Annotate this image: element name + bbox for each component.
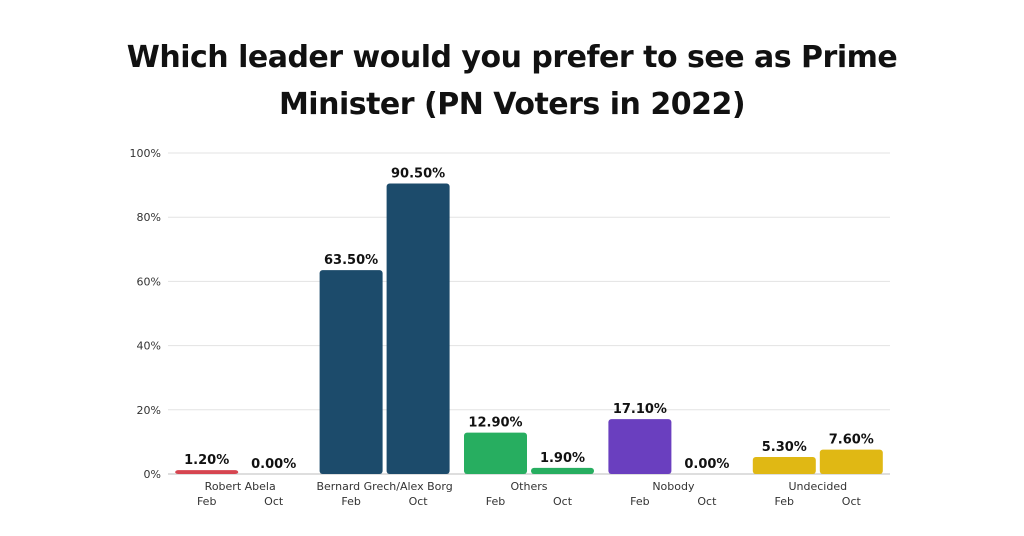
category-label: Nobody bbox=[652, 480, 695, 493]
y-tick-label: 0% bbox=[144, 468, 161, 481]
y-tick-label: 100% bbox=[130, 147, 161, 160]
data-label: 63.50% bbox=[324, 253, 378, 268]
category-label: Undecided bbox=[788, 480, 847, 493]
data-label: 17.10% bbox=[613, 402, 667, 417]
chart-title-line-2: Minister (PN Voters in 2022) bbox=[278, 87, 746, 122]
data-label: 1.90% bbox=[540, 451, 585, 466]
chart-title-line-1: Which leader would you prefer to see as … bbox=[126, 40, 898, 75]
bar bbox=[175, 470, 239, 474]
data-label: 1.20% bbox=[184, 453, 229, 468]
period-label: Oct bbox=[264, 495, 284, 508]
period-label: Feb bbox=[197, 495, 216, 508]
data-label: 7.60% bbox=[829, 433, 874, 448]
y-tick-label: 80% bbox=[137, 211, 161, 224]
bar bbox=[464, 432, 527, 474]
period-label: Oct bbox=[553, 495, 573, 508]
category-label: Robert Abela bbox=[205, 480, 276, 493]
bar bbox=[819, 449, 883, 474]
period-label: Feb bbox=[341, 495, 360, 508]
data-label: 90.50% bbox=[391, 166, 445, 181]
data-label: 5.30% bbox=[762, 440, 807, 455]
bar bbox=[752, 456, 816, 474]
period-label: Oct bbox=[409, 495, 429, 508]
period-label: Oct bbox=[697, 495, 717, 508]
chart-title: Which leader would you prefer to see as … bbox=[0, 34, 1024, 128]
period-label: Feb bbox=[486, 495, 505, 508]
data-label: 0.00% bbox=[251, 457, 296, 472]
data-label: 0.00% bbox=[684, 457, 729, 472]
data-label: 12.90% bbox=[468, 416, 522, 431]
bar bbox=[386, 183, 450, 474]
y-tick-label: 20% bbox=[137, 404, 161, 417]
bar bbox=[608, 419, 672, 474]
category-label: Bernard Grech/Alex Borg bbox=[316, 480, 452, 493]
category-label: Others bbox=[511, 480, 548, 493]
period-label: Feb bbox=[775, 495, 794, 508]
bar bbox=[319, 270, 383, 474]
period-label: Oct bbox=[842, 495, 862, 508]
period-label: Feb bbox=[630, 495, 649, 508]
y-tick-label: 40% bbox=[137, 340, 161, 353]
y-tick-label: 60% bbox=[137, 275, 161, 288]
bar bbox=[531, 467, 594, 474]
